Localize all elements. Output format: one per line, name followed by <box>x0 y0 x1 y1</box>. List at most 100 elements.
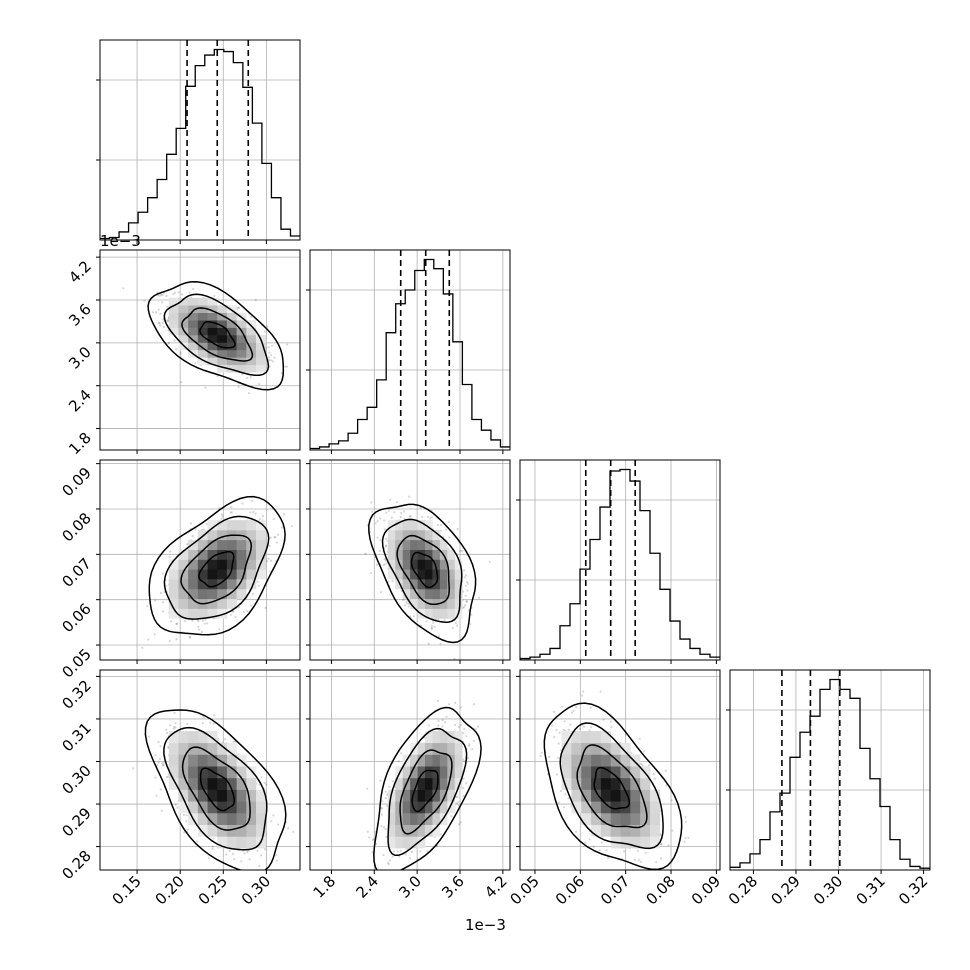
sample-point <box>188 291 191 294</box>
density-cell <box>178 559 189 570</box>
sample-point <box>161 321 164 324</box>
density-cell <box>197 312 208 321</box>
density-cell <box>188 777 199 790</box>
density-cell <box>432 539 441 550</box>
sample-point <box>240 860 243 863</box>
sample-point <box>159 745 162 748</box>
density-cell <box>197 342 208 351</box>
density-cell <box>207 588 218 600</box>
sample-point <box>237 306 240 309</box>
sample-point <box>159 788 162 791</box>
density-cell <box>417 520 426 531</box>
histogram-bin <box>462 384 472 450</box>
density-cell <box>197 335 208 343</box>
density-cell <box>439 569 448 580</box>
sample-point <box>387 509 390 512</box>
sample-point <box>376 563 379 566</box>
density-cell <box>226 801 237 814</box>
histogram-bin <box>434 269 444 450</box>
density-cell <box>226 789 237 802</box>
density-cell <box>217 549 228 560</box>
sample-point <box>157 761 160 764</box>
sample-point <box>437 618 440 621</box>
sample-point <box>261 514 264 518</box>
hist-panel-2 <box>516 460 720 660</box>
density-cell <box>217 520 228 531</box>
density-cell <box>439 539 448 550</box>
density-cell <box>226 836 237 849</box>
sample-point <box>154 754 157 757</box>
histogram-bin <box>481 430 491 450</box>
sample-point <box>202 716 205 719</box>
sample-point <box>426 515 430 519</box>
histogram-bin <box>233 63 243 240</box>
sample-point <box>268 544 271 547</box>
density-cell <box>207 812 218 825</box>
density-cell <box>168 766 179 779</box>
sample-point <box>189 522 192 525</box>
histogram-bin <box>148 198 158 240</box>
density-cell <box>178 320 189 328</box>
density-cell <box>425 549 433 560</box>
hist-content-0 <box>100 40 300 240</box>
sample-point <box>247 849 250 853</box>
density-cell <box>226 320 237 328</box>
histogram-bin <box>760 840 770 870</box>
density-cell <box>417 539 426 550</box>
density-cell <box>197 357 208 366</box>
sample-point <box>231 852 234 856</box>
sample-point <box>461 549 464 552</box>
density-cell <box>178 297 189 306</box>
density-cell <box>226 549 237 560</box>
density-cell <box>197 559 208 570</box>
density-cell <box>256 539 267 550</box>
density-cell <box>188 327 199 336</box>
sample-point <box>246 610 249 613</box>
sample-point <box>246 851 249 854</box>
histogram-bin <box>157 180 167 240</box>
sample-point <box>273 356 276 359</box>
density-cell <box>178 335 189 343</box>
sample-point <box>374 522 377 525</box>
density-cell <box>188 608 199 619</box>
density-cell <box>236 812 247 825</box>
sample-point <box>443 619 446 622</box>
histogram-bin <box>205 55 215 240</box>
density-cell <box>226 312 237 321</box>
histogram-bin <box>890 840 900 870</box>
density-cell <box>178 305 189 313</box>
density-cell <box>207 297 218 306</box>
sample-point <box>246 376 249 379</box>
density-cell <box>432 549 441 560</box>
joint-panel-1-3 <box>310 670 510 870</box>
joint-panel-0-3 <box>100 670 300 870</box>
density-cell <box>447 579 456 590</box>
density-cell <box>188 342 199 351</box>
joint-content-0-1 <box>100 250 300 450</box>
histogram-bin <box>491 440 501 450</box>
sample-point <box>147 638 150 641</box>
sample-point <box>167 320 170 323</box>
density-cell <box>454 588 463 600</box>
joint-content-0-2 <box>100 460 300 660</box>
sample-point <box>409 515 412 518</box>
density-cell <box>246 789 257 802</box>
density-cell <box>217 364 228 373</box>
histogram-bin <box>443 294 453 450</box>
sample-point <box>405 602 408 605</box>
density-cell <box>395 549 403 560</box>
sample-point <box>270 820 273 823</box>
density-cell <box>217 342 228 351</box>
sample-point <box>465 600 468 604</box>
density-cell <box>207 824 218 837</box>
sample-point <box>165 728 168 731</box>
sample-point <box>453 657 456 660</box>
sample-point <box>403 604 406 607</box>
histogram-bin <box>640 511 650 660</box>
density-cell <box>178 588 189 600</box>
sample-point <box>371 510 374 513</box>
sample-point <box>384 563 387 566</box>
sample-point <box>173 711 176 715</box>
sample-point <box>201 721 204 725</box>
histogram-bin <box>840 689 850 870</box>
